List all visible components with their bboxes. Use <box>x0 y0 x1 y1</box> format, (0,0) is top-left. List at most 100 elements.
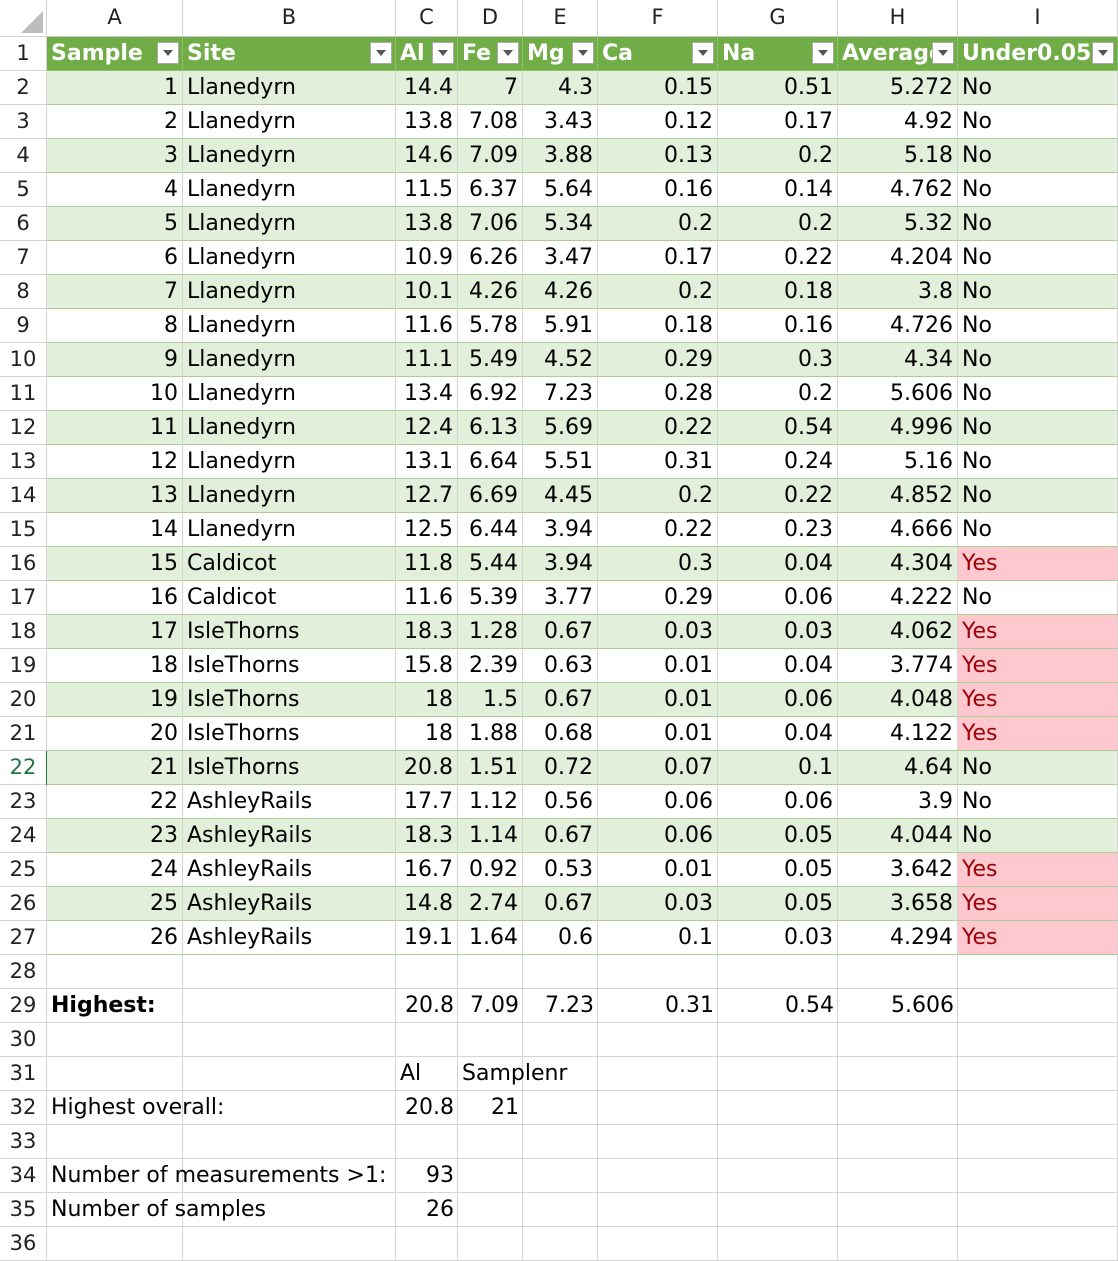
cell-mg[interactable]: 0.67 <box>523 819 598 853</box>
empty-cell[interactable] <box>523 1227 598 1261</box>
row-header-7[interactable]: 7 <box>0 241 47 275</box>
cell-sample[interactable]: 13 <box>47 479 183 513</box>
cell-site[interactable]: Llanedyrn <box>183 105 396 139</box>
column-header-H[interactable]: H <box>838 0 958 37</box>
row-header-34[interactable]: 34 <box>0 1159 47 1193</box>
row-header-4[interactable]: 4 <box>0 139 47 173</box>
empty-cell[interactable] <box>458 1227 523 1261</box>
row-header-6[interactable]: 6 <box>0 207 47 241</box>
cell-al[interactable]: 14.8 <box>396 887 458 921</box>
table-header-average[interactable]: Average <box>838 37 958 71</box>
cell-na[interactable]: 0.04 <box>718 717 838 751</box>
row-header-25[interactable]: 25 <box>0 853 47 887</box>
row-header-24[interactable]: 24 <box>0 819 47 853</box>
cell-al[interactable]: 14.4 <box>396 71 458 105</box>
cell-site[interactable]: Llanedyrn <box>183 309 396 343</box>
cell-ca[interactable]: 0.07 <box>598 751 718 785</box>
cell-sample[interactable]: 8 <box>47 309 183 343</box>
cell-al[interactable]: 10.1 <box>396 275 458 309</box>
cell-sample[interactable]: 12 <box>47 445 183 479</box>
empty-cell[interactable] <box>838 1125 958 1159</box>
cell-site[interactable]: Llanedyrn <box>183 207 396 241</box>
column-header-E[interactable]: E <box>523 0 598 37</box>
cell-sample[interactable]: 5 <box>47 207 183 241</box>
empty-cell[interactable] <box>838 1227 958 1261</box>
cell-mg[interactable]: 0.63 <box>523 649 598 683</box>
column-header-I[interactable]: I <box>958 0 1118 37</box>
cell-under005[interactable]: Yes <box>958 649 1118 683</box>
cell-average[interactable]: 4.762 <box>838 173 958 207</box>
cell-sample[interactable]: 4 <box>47 173 183 207</box>
cell-site[interactable]: Llanedyrn <box>183 377 396 411</box>
empty-cell[interactable] <box>183 1125 396 1159</box>
filter-dropdown-icon[interactable] <box>692 42 714 64</box>
cell-na[interactable]: 0.1 <box>718 751 838 785</box>
row-header-26[interactable]: 26 <box>0 887 47 921</box>
row-header-20[interactable]: 20 <box>0 683 47 717</box>
cell-al[interactable]: 11.6 <box>396 581 458 615</box>
empty-cell[interactable] <box>598 1227 718 1261</box>
cell-ca[interactable]: 0.01 <box>598 717 718 751</box>
empty-cell[interactable] <box>183 955 396 989</box>
cell-sample[interactable]: 1 <box>47 71 183 105</box>
cell-average[interactable]: 4.062 <box>838 615 958 649</box>
row-header-19[interactable]: 19 <box>0 649 47 683</box>
empty-cell[interactable] <box>718 1057 838 1091</box>
cell-mg[interactable]: 5.69 <box>523 411 598 445</box>
cell-ca[interactable]: 0.29 <box>598 343 718 377</box>
cell-mg[interactable]: 7.23 <box>523 377 598 411</box>
cell-site[interactable]: Llanedyrn <box>183 513 396 547</box>
cell-ca[interactable]: 0.01 <box>598 853 718 887</box>
table-header-under005[interactable]: Under0.05? <box>958 37 1118 71</box>
empty-cell[interactable] <box>183 1227 396 1261</box>
empty-cell[interactable] <box>838 1159 958 1193</box>
highest-fe[interactable]: 7.09 <box>458 989 523 1023</box>
cell-mg[interactable]: 0.72 <box>523 751 598 785</box>
cell-al[interactable]: 15.8 <box>396 649 458 683</box>
cell-sample[interactable]: 18 <box>47 649 183 683</box>
empty-cell[interactable] <box>838 1023 958 1057</box>
cell-fe[interactable]: 1.88 <box>458 717 523 751</box>
cell-fe[interactable]: 6.92 <box>458 377 523 411</box>
empty-cell[interactable] <box>458 1159 523 1193</box>
empty-cell[interactable] <box>958 989 1118 1023</box>
cell-na[interactable]: 0.2 <box>718 207 838 241</box>
empty-cell[interactable] <box>718 1193 838 1227</box>
empty-cell[interactable] <box>523 1023 598 1057</box>
cell-mg[interactable]: 0.53 <box>523 853 598 887</box>
cell-site[interactable]: AshleyRails <box>183 887 396 921</box>
cell-na[interactable]: 0.14 <box>718 173 838 207</box>
row-header-14[interactable]: 14 <box>0 479 47 513</box>
cell-under005[interactable]: Yes <box>958 887 1118 921</box>
highest-label[interactable]: Highest: <box>47 989 183 1023</box>
cell-al[interactable]: 18.3 <box>396 819 458 853</box>
row-header-28[interactable]: 28 <box>0 955 47 989</box>
table-header-al[interactable]: Al <box>396 37 458 71</box>
row-header-3[interactable]: 3 <box>0 105 47 139</box>
cell-na[interactable]: 0.03 <box>718 615 838 649</box>
cell-na[interactable]: 0.18 <box>718 275 838 309</box>
cell-ca[interactable]: 0.22 <box>598 411 718 445</box>
cell-al[interactable]: 12.5 <box>396 513 458 547</box>
cell-sample[interactable]: 9 <box>47 343 183 377</box>
cell-fe[interactable]: 6.26 <box>458 241 523 275</box>
cell-ca[interactable]: 0.12 <box>598 105 718 139</box>
cell-site[interactable]: IsleThorns <box>183 649 396 683</box>
select-all-corner[interactable] <box>0 0 47 37</box>
cell-fe[interactable]: 1.51 <box>458 751 523 785</box>
cell-al[interactable]: 13.8 <box>396 207 458 241</box>
row-header-12[interactable]: 12 <box>0 411 47 445</box>
cell-under005[interactable]: Yes <box>958 547 1118 581</box>
row-header-5[interactable]: 5 <box>0 173 47 207</box>
cell-sample[interactable]: 10 <box>47 377 183 411</box>
cell-ca[interactable]: 0.18 <box>598 309 718 343</box>
row-header-10[interactable]: 10 <box>0 343 47 377</box>
table-header-na[interactable]: Na <box>718 37 838 71</box>
cell-under005[interactable]: No <box>958 139 1118 173</box>
cell-mg[interactable]: 0.67 <box>523 887 598 921</box>
highest-na[interactable]: 0.54 <box>718 989 838 1023</box>
cell-ca[interactable]: 0.2 <box>598 479 718 513</box>
cell-na[interactable]: 0.17 <box>718 105 838 139</box>
table-header-site[interactable]: Site <box>183 37 396 71</box>
cell-under005[interactable]: No <box>958 751 1118 785</box>
